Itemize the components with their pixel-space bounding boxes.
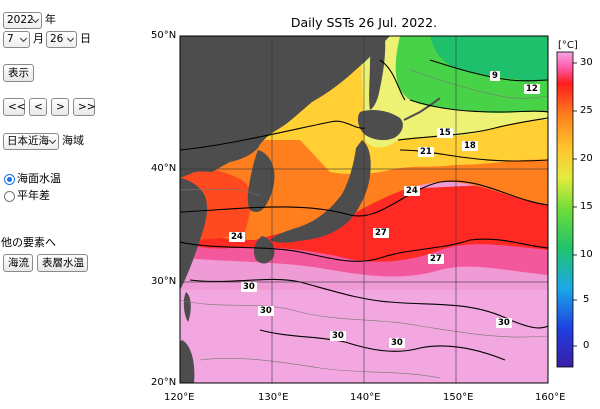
contour-lines [180,59,548,361]
map-frame [179,35,549,384]
colorbar [556,51,574,368]
contour-label: 24 [229,232,245,242]
other-elements-label: 他の要素へ [1,236,56,249]
lat-label-40: 40°N [151,163,177,174]
colorbar-unit: [°C] [558,40,578,51]
colorbar-ticks [573,62,577,347]
colorbar-tick-30: 30 [580,57,593,68]
land-taiwan [183,292,191,322]
year-value: 2022 [7,14,34,26]
lat-label-30: 30°N [151,276,177,287]
radio-sst-label: 海面水温 [17,172,61,185]
land-honshu [270,140,371,243]
radio-sst[interactable] [4,174,15,185]
year-select[interactable]: 2022 [3,12,42,29]
graticule [180,36,548,383]
day-select[interactable]: 26 [46,31,77,48]
next-button[interactable]: > [51,98,69,116]
contour-label: 15 [437,128,453,138]
map-title: Daily SSTs 26 Jul. 2022. [290,15,438,30]
contour-label: 24 [404,186,420,196]
colorbar-tick-0: 0 [583,340,590,351]
subsurface-button[interactable]: 表層水温 [37,254,88,272]
contour-label: 30 [258,306,274,316]
lon-label-120: 120°E [164,392,195,403]
region-value: 日本近海 [7,135,49,147]
first-button[interactable]: << [3,98,26,116]
contour-label: 21 [418,147,434,157]
land-kurils [403,97,441,121]
colorbar-tick-15: 15 [580,201,593,212]
day-unit: 日 [80,32,91,45]
radio-anomaly[interactable] [4,191,15,202]
contour-label: 30 [330,331,346,341]
show-button[interactable]: 表示 [3,64,34,82]
lat-label-50: 50°N [151,30,177,41]
month-select[interactable]: 7 [3,31,30,48]
lon-label-140: 140°E [350,392,381,403]
lon-label-130: 130°E [258,392,289,403]
lat-label-20: 20°N [151,377,177,388]
year-unit: 年 [45,13,56,26]
land-luzon [180,340,195,383]
contour-label: 30 [389,338,405,348]
day-value: 26 [50,33,64,45]
land-kyushu [254,236,275,264]
land-korea [247,150,275,213]
last-button[interactable]: >> [73,98,96,116]
contour-label: 18 [462,141,478,151]
colorbar-tick-20: 20 [580,153,593,164]
month-unit: 月 [33,32,44,45]
colorbar-tick-25: 25 [580,105,593,116]
contour-label: 27 [428,254,444,264]
region-select[interactable]: 日本近海 [3,133,59,150]
colorbar-tick-10: 10 [580,249,593,260]
month-value: 7 [7,33,14,45]
land-hokkaido [357,110,403,141]
colorbar-tick-5: 5 [583,294,590,305]
contour-label: 27 [373,228,389,238]
lon-label-150: 150°E [443,392,474,403]
land-china-south [180,178,208,290]
map-fields [180,36,548,383]
contour-label: 9 [490,71,500,81]
prev-button[interactable]: < [29,98,47,116]
contour-label: 30 [241,282,257,292]
region-unit: 海域 [62,134,84,147]
land-sakhalin [369,36,386,110]
radio-anomaly-label: 平年差 [17,189,50,202]
contour-label: 30 [496,318,512,328]
current-button[interactable]: 海流 [3,254,33,272]
contour-label: 12 [524,84,540,94]
sea-lightgreen [430,36,548,81]
lon-label-160: 160°E [535,392,566,403]
thin-contours [180,69,548,379]
